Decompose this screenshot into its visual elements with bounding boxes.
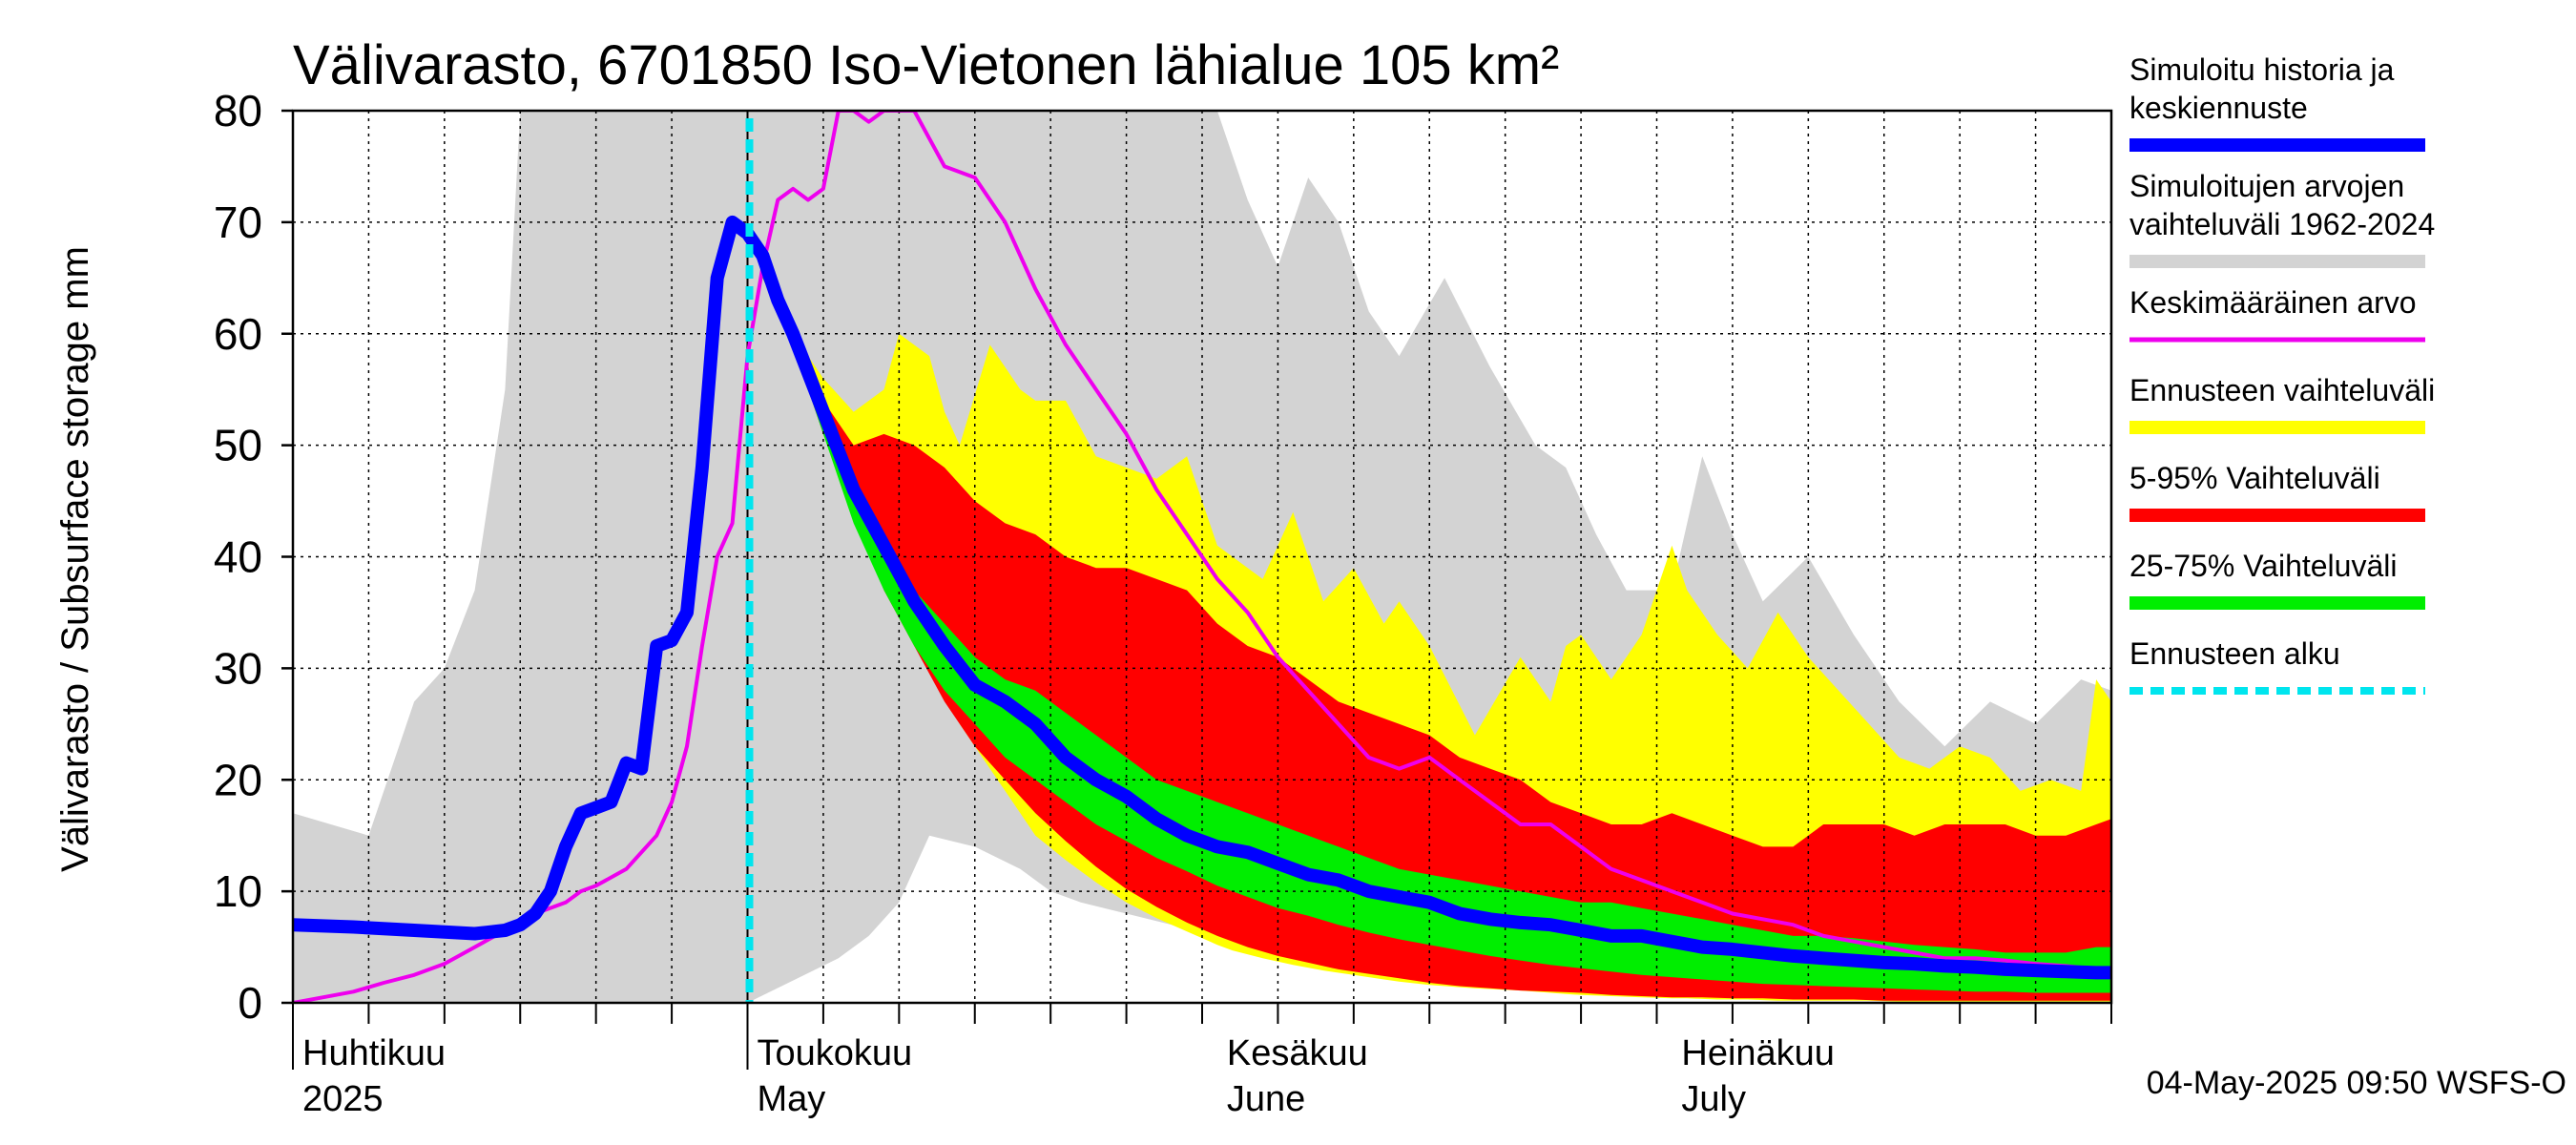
x-tick-label-sub: July — [1681, 1079, 1746, 1119]
legend-label-6: Ennusteen alku — [2129, 636, 2340, 671]
legend: Simuloitu historia ja keskiennuste Simuloi… — [2129, 52, 2435, 695]
band-3 — [762, 266, 2111, 993]
x-tick-label-month: Heinäkuu — [1681, 1033, 1835, 1073]
legend-label-3: Ennusteen vaihteluväli — [2129, 373, 2435, 407]
y-tick-label: 10 — [214, 866, 262, 916]
legend-label-0: Simuloitu historia ja — [2129, 52, 2395, 87]
y-tick-label: 80 — [214, 86, 262, 135]
x-tick-label-sub: 2025 — [302, 1079, 384, 1119]
y-tick-label: 70 — [214, 198, 262, 247]
series-line-0 — [293, 111, 2111, 1003]
y-tick-label: 0 — [238, 978, 262, 1028]
lines-layer — [293, 111, 2111, 1003]
x-tick-label-month: Kesäkuu — [1227, 1033, 1368, 1073]
y-tick-label: 30 — [214, 643, 262, 693]
legend-label-1: Simuloitujen arvojen — [2129, 169, 2404, 203]
x-tick-label-month: Huhtikuu — [302, 1033, 446, 1073]
chart-title: Välivarasto, 6701850 Iso-Vietonen lähial… — [293, 34, 1559, 96]
legend-label-5: 25-75% Vaihteluväli — [2129, 549, 2397, 583]
x-tick-label-sub: May — [758, 1079, 826, 1119]
x-tick-label-sub: June — [1227, 1079, 1305, 1119]
y-tick-label: 20 — [214, 755, 262, 804]
axes-layer: 0 10 20 30 40 50 60 70 80 Huhtikuu 2025 Toukokuu May… — [214, 86, 2113, 1119]
footer-timestamp: 04-May-2025 09:50 WSFS-O — [2147, 1065, 2566, 1101]
y-tick-label: 60 — [214, 309, 262, 359]
y-tick-label: 50 — [214, 421, 262, 470]
legend-label-0: keskiennuste — [2129, 91, 2308, 125]
plot-area: 0 10 20 30 40 50 60 70 80 Huhtikuu 2025 Toukokuu May… — [214, 86, 2113, 1119]
legend-label-4: 5-95% Vaihteluväli — [2129, 461, 2380, 495]
series-line-1 — [293, 215, 2111, 980]
x-tick-label-month: Toukokuu — [758, 1033, 913, 1073]
y-axis-label: Välivarasto / Subsurface storage mm — [54, 246, 96, 872]
legend-label-2: Keskimääräinen arvo — [2129, 285, 2417, 320]
y-tick-label: 40 — [214, 532, 262, 582]
legend-label-1: vaihteluväli 1962-2024 — [2129, 207, 2435, 241]
